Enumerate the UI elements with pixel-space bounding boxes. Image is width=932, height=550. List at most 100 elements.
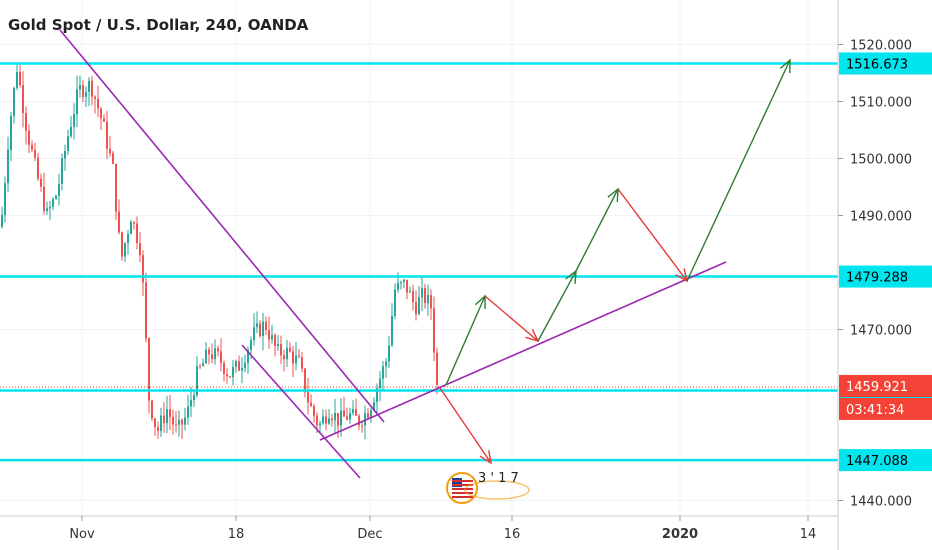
candle-body (157, 427, 159, 431)
price-tick-label-5: 1440.000 (850, 495, 912, 510)
candle-body (241, 368, 243, 371)
candle-body (328, 418, 330, 424)
time-tick-label-3: 16 (504, 527, 521, 542)
candle-body (25, 113, 27, 131)
candle-body (235, 361, 237, 367)
candle-body (178, 419, 180, 425)
trend-line-1 (241, 344, 361, 479)
candle-body (109, 148, 111, 154)
candle-body (58, 183, 60, 196)
price-tick-label-1: 1510.000 (850, 96, 912, 111)
projection-down-1 (484, 295, 539, 342)
candle-body (46, 208, 48, 212)
candle-body (175, 424, 177, 426)
candle-body (73, 114, 75, 127)
candle-body (430, 295, 432, 309)
candle-body (319, 423, 321, 426)
candle-body (259, 323, 261, 337)
candle-body (139, 243, 141, 256)
candle-body (160, 415, 162, 431)
candle-body (271, 335, 273, 340)
candle-body (85, 91, 87, 97)
candle-body (217, 348, 219, 352)
candle-body (388, 345, 390, 362)
candle-body (379, 378, 381, 389)
candle-body (4, 183, 6, 215)
candle-body (349, 413, 351, 420)
candle-body (400, 282, 402, 284)
candle-body (391, 315, 393, 346)
candle-body (121, 232, 123, 257)
projection-up-3 (575, 188, 619, 272)
candle-body (76, 89, 78, 115)
candle-body (181, 419, 183, 425)
countdown-tag-bg (839, 397, 932, 420)
candle-body (220, 351, 222, 363)
candle-body (64, 150, 66, 159)
projection-arrows (439, 58, 791, 465)
candle-body (385, 361, 387, 367)
candle-body (145, 282, 147, 339)
candle-body (34, 149, 36, 158)
candle-body (10, 115, 12, 150)
candle-body (415, 302, 417, 315)
current-price-tag-bg (839, 374, 932, 397)
candle-body (232, 366, 234, 378)
watermark-text: 3 ' 1 7 (478, 471, 519, 486)
time-tick-label-1: 18 (228, 527, 245, 542)
candle-body (412, 291, 414, 303)
candle-body (403, 279, 405, 283)
time-tick-label-0: Nov (69, 527, 95, 542)
level-tag-3-text: 1447.088 (846, 454, 908, 469)
candle-body (214, 348, 216, 359)
candle-body (394, 289, 396, 316)
watermark-swirl (464, 480, 530, 500)
candle-body (322, 416, 324, 424)
chart-title: Gold Spot / U.S. Dollar, 240, OANDA (8, 16, 309, 34)
current-price-tag-text: 1459.921 (846, 380, 908, 395)
candle-body (211, 354, 213, 359)
candle-body (343, 410, 345, 417)
projection-down-3-head (479, 450, 492, 465)
candle-body (82, 85, 84, 97)
candle-body (61, 158, 63, 184)
candle-body (1, 214, 3, 227)
candle-body (373, 402, 375, 411)
candle-body (229, 376, 231, 378)
candle-body (238, 361, 240, 371)
candle-body (22, 85, 24, 114)
flag-stripe (452, 484, 473, 486)
candle-body (283, 355, 285, 360)
candle-body (304, 368, 306, 393)
flag-stripe (452, 492, 473, 494)
candle-body (142, 255, 144, 283)
candle-body (163, 415, 165, 424)
candle-body (370, 410, 372, 418)
candle-body (205, 349, 207, 364)
candle-body (424, 288, 426, 304)
candle-body (274, 335, 276, 346)
candle-body (223, 362, 225, 375)
candle-body (115, 163, 117, 212)
candle-body (28, 130, 30, 145)
candle-body (88, 81, 90, 92)
candle-body (334, 413, 336, 421)
candle-body (103, 118, 105, 122)
candle-body (19, 72, 21, 86)
candle-body (166, 409, 168, 424)
candle-body (337, 413, 339, 426)
candle-body (70, 126, 72, 137)
projection-down-2 (617, 188, 688, 282)
candle-body (100, 108, 102, 119)
watermark: 3 ' 1 7 (446, 471, 530, 504)
price-tick-label-4: 1470.000 (850, 324, 912, 339)
price-tick-label-0: 1520.000 (850, 39, 912, 54)
candle-body (187, 406, 189, 418)
candle-body (310, 402, 312, 407)
candle-body (133, 222, 135, 224)
candle-body (316, 415, 318, 426)
candle-body (172, 416, 174, 425)
candle-body (193, 395, 195, 401)
